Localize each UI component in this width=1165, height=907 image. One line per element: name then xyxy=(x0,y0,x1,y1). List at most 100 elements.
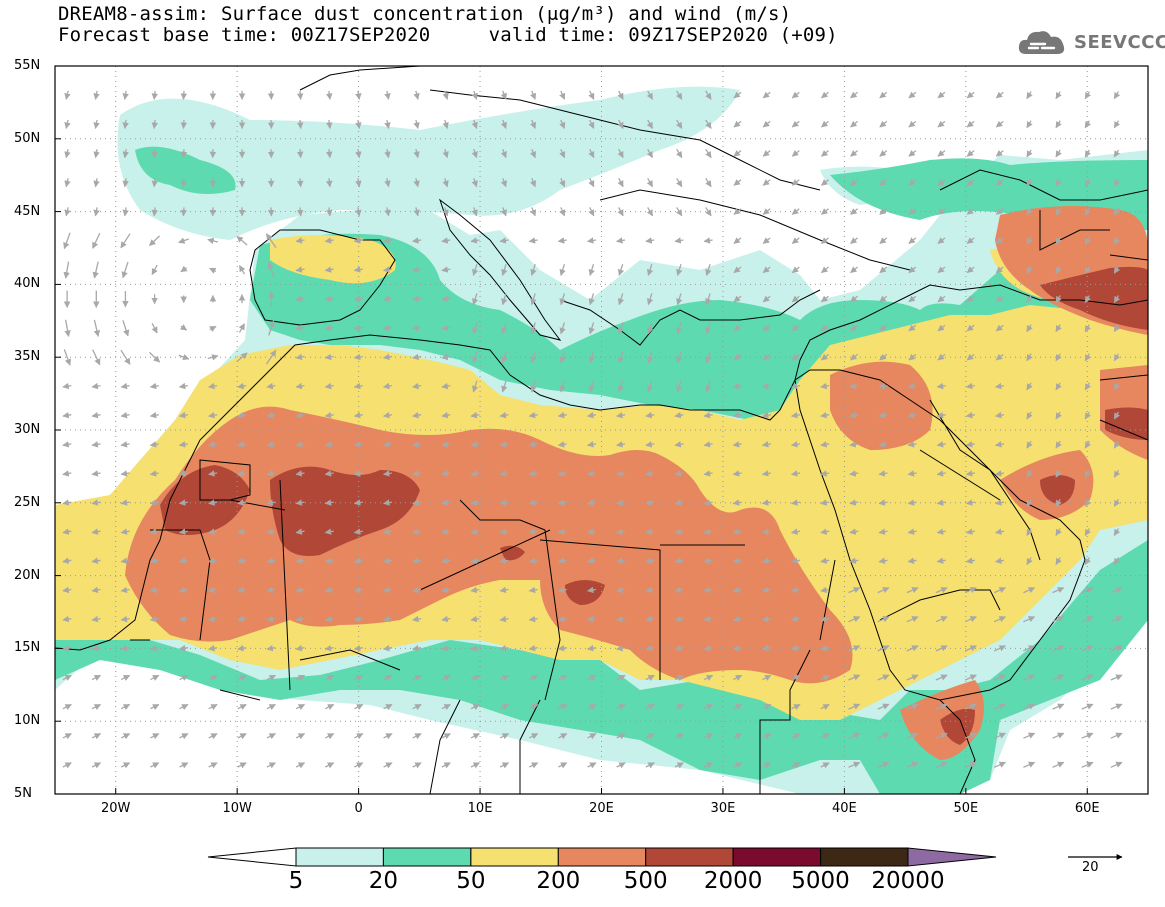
wind-arrow xyxy=(151,149,159,159)
wind-arrow xyxy=(820,499,830,506)
wind-arrow xyxy=(353,644,363,652)
wind-arrow xyxy=(906,761,919,768)
wind-arrow xyxy=(762,150,771,157)
wind-arrow xyxy=(1113,120,1121,129)
wind-arrow xyxy=(120,762,131,769)
wind-arrow xyxy=(1084,120,1091,129)
wind-arrow xyxy=(296,149,304,159)
wind-arrow xyxy=(236,235,248,246)
wind-arrow xyxy=(266,441,276,448)
wind-arrow xyxy=(442,90,449,100)
wind-arrow xyxy=(1113,353,1121,362)
wind-arrow xyxy=(936,528,946,535)
wind-arrow xyxy=(645,644,655,652)
wind-arrow xyxy=(762,295,771,303)
wind-arrow xyxy=(1055,411,1062,420)
wind-arrow xyxy=(937,150,946,157)
wind-arrow xyxy=(412,557,422,564)
wind-arrow xyxy=(995,179,1004,186)
wind-arrow xyxy=(1055,120,1062,129)
wind-arrow xyxy=(1023,732,1036,739)
wind-arrow xyxy=(178,237,190,244)
wind-arrow xyxy=(1055,236,1062,245)
wind-arrow xyxy=(559,380,566,393)
wind-arrow xyxy=(178,557,189,564)
wind-arrow xyxy=(412,644,422,652)
wind-arrow xyxy=(529,733,539,740)
wind-arrow xyxy=(848,761,861,768)
wind-arrow xyxy=(324,237,334,244)
wind-arrow xyxy=(646,322,654,335)
wind-arrow xyxy=(529,119,537,130)
wind-arrow xyxy=(295,499,305,506)
wind-arrow xyxy=(93,90,100,100)
wind-arrow xyxy=(791,91,800,99)
wind-arrow xyxy=(208,586,218,594)
wind-arrow xyxy=(62,733,72,740)
wind-arrow xyxy=(879,179,888,186)
wind-arrow xyxy=(877,587,890,594)
wind-arrow xyxy=(499,586,509,594)
wind-arrow xyxy=(120,470,130,477)
wind-arrow xyxy=(180,90,188,100)
wind-arrow xyxy=(761,382,772,390)
wind-arrow xyxy=(1081,587,1094,594)
wind-arrow xyxy=(791,733,801,740)
wind-arrow xyxy=(1026,440,1033,449)
wind-arrow xyxy=(501,293,508,306)
wind-arrow xyxy=(616,674,626,681)
wind-arrow xyxy=(501,322,508,335)
wind-arrow xyxy=(587,674,597,681)
wind-arrow xyxy=(237,528,247,535)
wind-arrow xyxy=(325,703,335,711)
wind-arrow xyxy=(324,557,334,564)
wind-arrow xyxy=(761,411,772,419)
wind-arrow xyxy=(237,615,247,623)
wind-arrow xyxy=(1052,587,1065,594)
wind-arrow xyxy=(266,703,276,711)
wind-arrow xyxy=(645,615,655,623)
wind-arrow xyxy=(501,264,508,277)
wind-arrow xyxy=(877,645,890,652)
wind-arrow xyxy=(790,528,801,535)
lat-tick-label: 50N xyxy=(14,130,41,146)
wind-arrow xyxy=(472,264,479,277)
wind-arrow xyxy=(92,261,99,279)
wind-arrow xyxy=(382,470,393,477)
wind-arrow xyxy=(149,411,159,419)
wind-arrow xyxy=(559,90,566,100)
colorbar-label: 20000 xyxy=(871,868,945,894)
wind-arrow xyxy=(151,119,159,130)
wind-arrow xyxy=(62,762,72,769)
wind-arrow xyxy=(149,586,159,594)
wind-arrow xyxy=(849,441,859,448)
colorbar-label: 20 xyxy=(368,868,399,894)
wind-arrow xyxy=(705,293,712,306)
wind-arrow xyxy=(120,703,131,711)
wind-arrow xyxy=(324,382,334,390)
wind-arrow xyxy=(149,644,159,652)
wind-arrow xyxy=(1081,761,1094,768)
wind-arrow xyxy=(353,237,363,244)
wind-arrow xyxy=(965,441,976,448)
wind-arrow xyxy=(266,674,276,681)
wind-arrow xyxy=(91,528,101,535)
wind-arrow xyxy=(995,266,1004,274)
wind-arrow xyxy=(557,441,567,448)
wind-arrow xyxy=(63,232,71,250)
wind-arrow xyxy=(91,762,102,769)
wind-arrow xyxy=(966,353,975,361)
wind-arrow xyxy=(267,261,275,278)
wind-arrow xyxy=(617,119,624,129)
wind-arrow xyxy=(617,264,625,277)
wind-arrow xyxy=(150,762,160,769)
wind-arrow xyxy=(442,119,449,130)
wind-arrow xyxy=(762,324,771,332)
wind-arrow xyxy=(935,645,948,652)
concentration-field xyxy=(55,66,1148,794)
wind-arrow xyxy=(122,149,129,159)
wind-arrow xyxy=(559,293,566,306)
wind-arrow xyxy=(994,382,1005,390)
wind-arrow xyxy=(1084,557,1091,566)
wind-arrow xyxy=(558,674,568,681)
